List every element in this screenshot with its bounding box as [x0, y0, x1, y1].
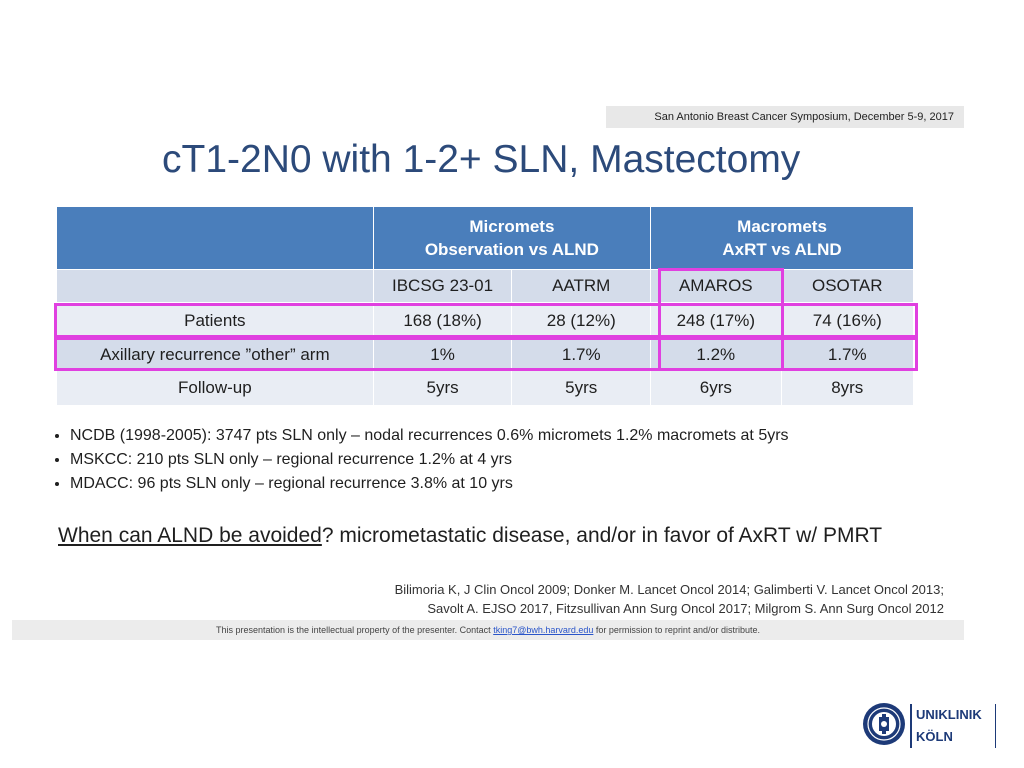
table-cell: 8yrs	[780, 370, 914, 406]
study-header: OSOTAR	[780, 269, 914, 303]
group-header-macromets: Macromets AxRT vs ALND	[650, 206, 914, 270]
table-cell: 168 (18%)	[372, 302, 513, 340]
table-row: Patients 168 (18%) 28 (12%) 248 (17%) 74…	[56, 302, 914, 340]
group-header-line: Macromets	[737, 217, 827, 236]
study-header: IBCSG 23-01	[372, 269, 513, 303]
symposium-banner: San Antonio Breast Cancer Symposium, Dec…	[606, 106, 964, 128]
study-header-empty	[56, 269, 374, 303]
row-label: Follow-up	[56, 370, 374, 406]
table-cell: 1%	[372, 339, 513, 371]
uniklinik-logo: UNIKLINIK KÖLN	[862, 700, 1002, 752]
slide-title: cT1-2N0 with 1-2+ SLN, Mastectomy	[162, 138, 801, 181]
university-seal-icon	[863, 703, 905, 745]
study-header: AATRM	[511, 269, 652, 303]
study-table: Micromets Observation vs ALND Macromets …	[56, 206, 914, 406]
row-label: Axillary recurrence ”other” arm	[56, 339, 374, 371]
references: Bilimoria K, J Clin Oncol 2009; Donker M…	[395, 580, 944, 618]
study-header: AMAROS	[650, 269, 782, 303]
bullet-list: NCDB (1998-2005): 3747 pts SLN only – no…	[40, 424, 970, 496]
table-cell: 1.7%	[780, 339, 914, 371]
row-label: Patients	[56, 302, 374, 340]
reference-line: Bilimoria K, J Clin Oncol 2009; Donker M…	[394, 582, 944, 597]
table-cell: 248 (17%)	[650, 302, 782, 340]
bullet-item: MDACC: 96 pts SLN only – regional recurr…	[70, 472, 970, 496]
bullet-item: MSKCC: 210 pts SLN only – regional recur…	[70, 448, 970, 472]
key-question: When can ALND be avoided? micrometastati…	[58, 524, 882, 548]
table-cell: 28 (12%)	[511, 302, 652, 340]
bullet-item: NCDB (1998-2005): 3747 pts SLN only – no…	[70, 424, 970, 448]
question-underlined: When can ALND be avoided	[58, 524, 322, 547]
question-rest: ? micrometastatic disease, and/or in fav…	[321, 524, 883, 547]
group-header-micromets: Micromets Observation vs ALND	[372, 206, 652, 270]
reference-line: Savolt A. EJSO 2017, Fitzsullivan Ann Su…	[427, 601, 944, 616]
footer-text: This presentation is the intellectual pr…	[216, 625, 491, 635]
table-corner-cell	[56, 206, 374, 270]
group-header-line: Micromets	[469, 217, 555, 236]
table-row: Axillary recurrence ”other” arm 1% 1.7% …	[56, 339, 914, 371]
table-cell: 74 (16%)	[780, 302, 914, 340]
table-cell: 6yrs	[650, 370, 782, 406]
logo-wordmark: UNIKLINIK KÖLN	[916, 704, 982, 748]
table-cell: 1.7%	[511, 339, 652, 371]
group-header-line: Observation vs ALND	[424, 240, 599, 259]
logo-line-1: UNIKLINIK	[916, 707, 982, 722]
table-cell: 5yrs	[511, 370, 652, 406]
table-cell: 5yrs	[372, 370, 513, 406]
logo-divider	[910, 704, 912, 748]
logo-right-rule	[995, 704, 996, 748]
table-cell: 1.2%	[650, 339, 782, 371]
logo-line-2: KÖLN	[916, 729, 953, 744]
copyright-footer: This presentation is the intellectual pr…	[12, 620, 964, 640]
contact-email-link[interactable]: tking7@bwh.harvard.edu	[493, 625, 594, 635]
table-row: Follow-up 5yrs 5yrs 6yrs 8yrs	[56, 370, 914, 406]
footer-text: for permission to reprint and/or distrib…	[595, 625, 760, 635]
group-header-line: AxRT vs ALND	[722, 240, 842, 259]
